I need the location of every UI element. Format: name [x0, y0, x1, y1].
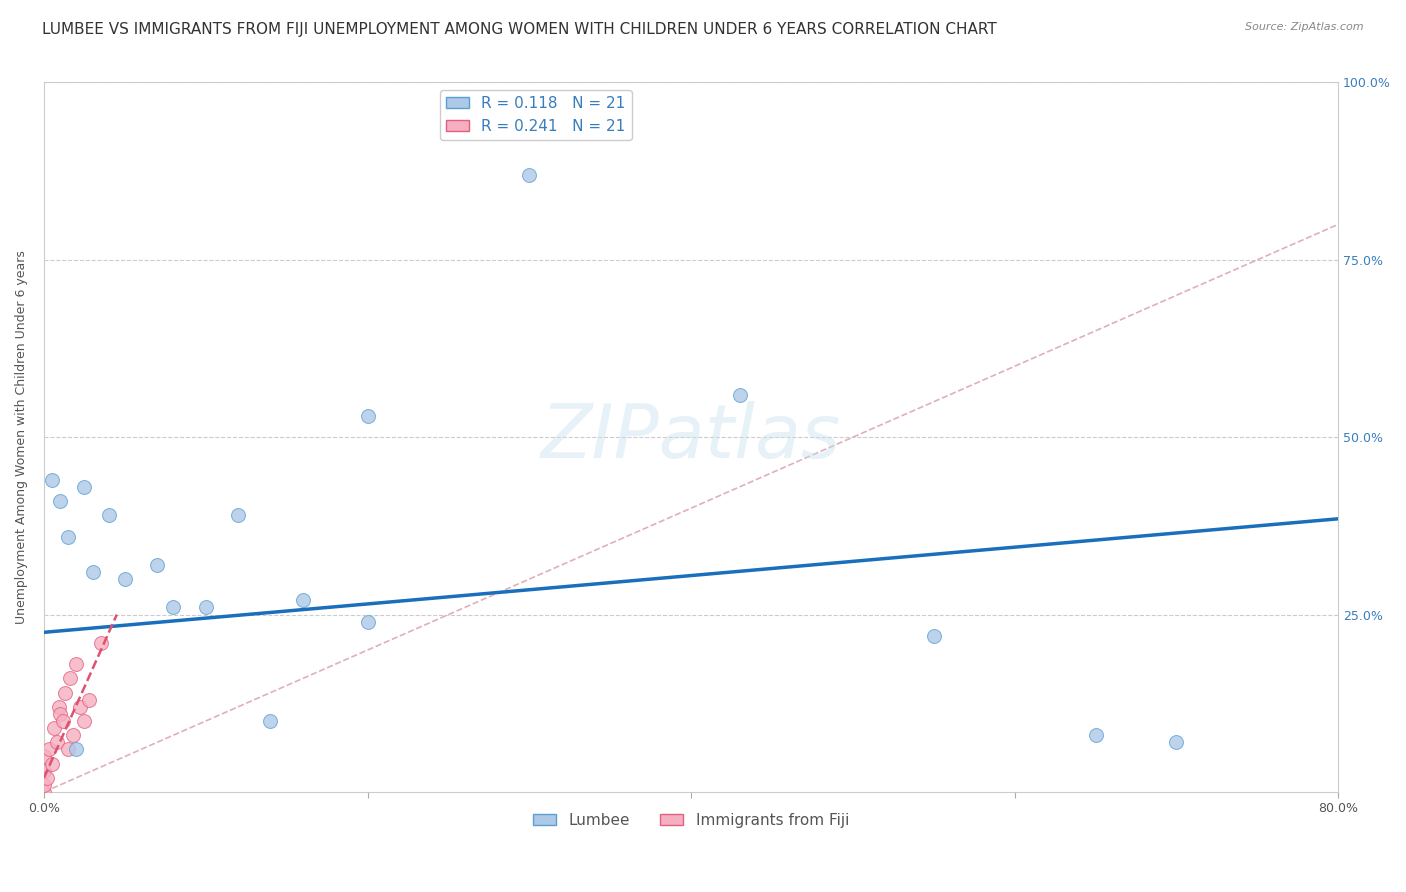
Point — [58, 529, 80, 543]
Legend: Lumbee, Immigrants from Fiji: Lumbee, Immigrants from Fiji — [527, 806, 855, 834]
Point — [1166, 735, 1188, 749]
Point — [41, 756, 63, 771]
Text: Source: ZipAtlas.com: Source: ZipAtlas.com — [1246, 22, 1364, 32]
Point — [69, 699, 91, 714]
Point — [42, 721, 65, 735]
Point — [291, 593, 314, 607]
Point — [32, 764, 55, 778]
Point — [73, 480, 96, 494]
Point — [65, 742, 87, 756]
Point — [45, 735, 67, 749]
Point — [356, 409, 378, 423]
Point — [32, 749, 55, 764]
Point — [65, 657, 87, 672]
Text: ZIPatlas: ZIPatlas — [541, 401, 841, 473]
Point — [62, 728, 84, 742]
Point — [49, 706, 72, 721]
Point — [922, 629, 945, 643]
Point — [59, 672, 82, 686]
Point — [49, 494, 72, 508]
Point — [356, 615, 378, 629]
Point — [90, 636, 112, 650]
Point — [82, 565, 104, 579]
Point — [58, 742, 80, 756]
Point — [32, 785, 55, 799]
Point — [114, 572, 136, 586]
Point — [41, 473, 63, 487]
Point — [259, 714, 281, 728]
Point — [52, 714, 75, 728]
Point — [37, 771, 59, 785]
Point — [162, 600, 184, 615]
Point — [226, 508, 249, 523]
Point — [1084, 728, 1107, 742]
Text: LUMBEE VS IMMIGRANTS FROM FIJI UNEMPLOYMENT AMONG WOMEN WITH CHILDREN UNDER 6 YE: LUMBEE VS IMMIGRANTS FROM FIJI UNEMPLOYM… — [42, 22, 997, 37]
Point — [728, 387, 751, 401]
Point — [73, 714, 96, 728]
Point — [97, 508, 120, 523]
Point — [38, 742, 60, 756]
Point — [77, 692, 100, 706]
Point — [48, 699, 70, 714]
Point — [32, 778, 55, 792]
Point — [53, 685, 76, 699]
Point — [194, 600, 217, 615]
Point — [146, 558, 169, 572]
Y-axis label: Unemployment Among Women with Children Under 6 years: Unemployment Among Women with Children U… — [15, 251, 28, 624]
Point — [517, 168, 540, 182]
